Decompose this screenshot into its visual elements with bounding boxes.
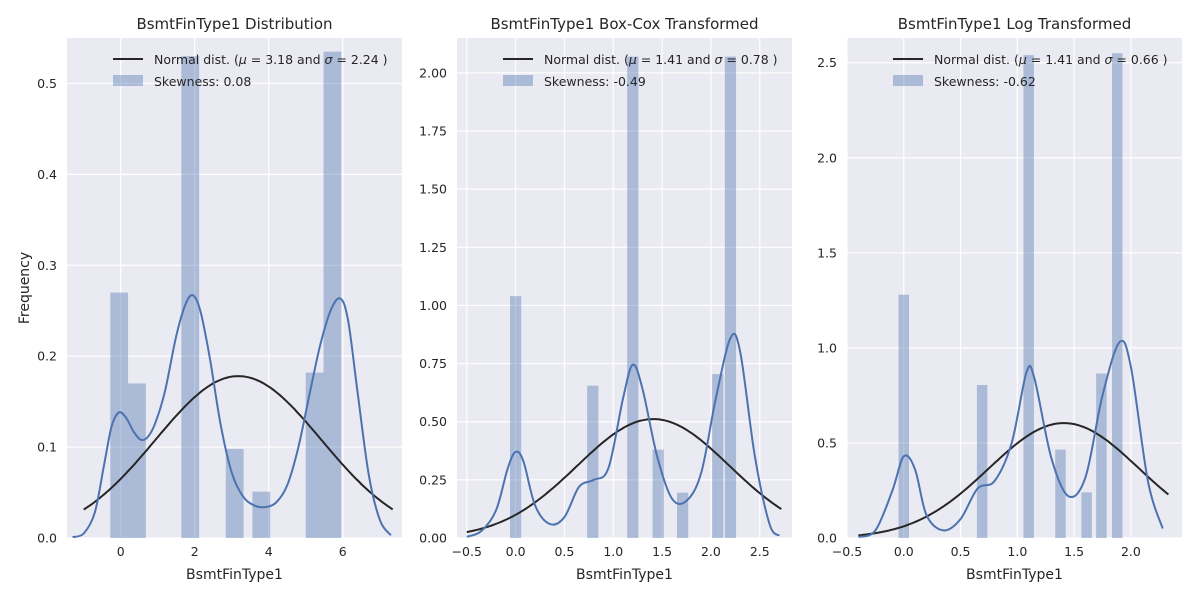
- y-tick-label: 0.00: [419, 531, 447, 546]
- x-tick-label: 4: [265, 544, 273, 559]
- y-tick-label: 0.5: [817, 435, 837, 450]
- chart-title: BsmtFinType1 Log Transformed: [898, 15, 1132, 33]
- y-tick-label: 0.3: [37, 258, 57, 273]
- x-axis-label: BsmtFinType1: [576, 567, 673, 583]
- plot-area: [67, 38, 402, 538]
- x-tick-label: 0.5: [951, 544, 971, 559]
- y-tick-label: 0.4: [37, 167, 57, 182]
- kde-line: [858, 339, 1164, 538]
- x-tick-label: 0.0: [506, 544, 526, 559]
- x-tick-label: 0.5: [554, 544, 574, 559]
- legend-bar-swatch: [113, 75, 143, 86]
- legend: Normal dist. (μ = 1.41 and σ = 0.78 ) Ske…: [503, 52, 778, 89]
- y-tick-label: 0.50: [419, 414, 447, 429]
- y-tick-label: 0.0: [817, 531, 837, 546]
- y-tick-label: 1.0: [817, 340, 837, 355]
- y-tick-label: 0.2: [37, 349, 57, 364]
- x-tick-label: 1.5: [652, 544, 672, 559]
- kde-line: [72, 294, 392, 539]
- y-tick-label: 1.50: [419, 182, 447, 197]
- histogram-bar: [110, 292, 129, 538]
- histogram-bar: [976, 384, 988, 538]
- y-tick-label: 1.25: [419, 240, 447, 255]
- legend: Normal dist. (μ = 1.41 and σ = 0.66 ) Ske…: [893, 52, 1168, 89]
- x-tick-label: 1.5: [1064, 544, 1084, 559]
- y-tick-label: 0.25: [419, 472, 447, 487]
- x-tick-label: 1.0: [603, 544, 623, 559]
- legend-entry-skewness: Skewness: 0.08: [154, 74, 251, 89]
- legend-entry-normal: Normal dist. (μ = 1.41 and σ = 0.66 ): [934, 52, 1168, 67]
- histogram-bar: [1096, 373, 1107, 538]
- kde-line: [466, 332, 781, 538]
- chart-title: BsmtFinType1 Box-Cox Transformed: [490, 15, 758, 33]
- histogram-bar: [509, 296, 522, 538]
- histogram-bar: [587, 385, 599, 538]
- y-tick-label: 2.5: [817, 55, 837, 70]
- subplot-3: −0.5 0.0 0.5 1.0 1.5 2.00.00.51.01.52.02.5Bsm…: [817, 15, 1182, 583]
- histogram-bar: [1112, 53, 1123, 538]
- normal-fit-line: [466, 418, 782, 534]
- histogram-bar: [676, 492, 689, 538]
- y-axis-label: Frequency: [17, 252, 33, 324]
- histogram-bar: [252, 491, 271, 538]
- legend-bar-swatch: [503, 75, 533, 86]
- histogram-bar: [627, 56, 639, 539]
- histogram-bar: [724, 56, 737, 539]
- y-tick-label: 1.75: [419, 124, 447, 139]
- x-axis-label: BsmtFinType1: [966, 567, 1063, 583]
- x-tick-label: 0.0: [894, 544, 914, 559]
- normal-fit-line: [83, 375, 394, 511]
- y-tick-label: 0.75: [419, 356, 447, 371]
- histogram-bar: [1023, 55, 1034, 539]
- x-tick-label: 2.0: [701, 544, 721, 559]
- chart-title: BsmtFinType1 Distribution: [136, 15, 332, 33]
- y-tick-label: 0.5: [37, 76, 57, 91]
- histogram-bar: [898, 294, 910, 538]
- plot-area: [847, 38, 1182, 538]
- x-tick-label: −0.5: [832, 544, 862, 559]
- y-tick-label: 1.5: [817, 245, 837, 260]
- x-tick-label: 2: [191, 544, 199, 559]
- x-tick-label: −0.5: [452, 544, 482, 559]
- legend-entry-skewness: Skewness: -0.62: [934, 74, 1036, 89]
- histogram-bar: [225, 448, 244, 538]
- histogram-bar: [652, 449, 664, 538]
- legend-bar-swatch: [893, 75, 923, 86]
- y-tick-label: 1.00: [419, 298, 447, 313]
- y-tick-label: 0.0: [37, 531, 57, 546]
- x-tick-label: 2.0: [1121, 544, 1141, 559]
- histogram-bar: [305, 372, 324, 538]
- x-axis-label: BsmtFinType1: [186, 567, 283, 583]
- subplot-1: 0 2 4 6 0.0 0.1 0.2 0.3 0.4 0.5 BsmtFinType1 Distr…: [17, 15, 402, 583]
- subplot-2: −0.5 0.0 0.5 1.0 1.5 2.0 2.5 0.00 0.25 0.50 0.75 1.…: [419, 15, 792, 583]
- x-tick-label: 6: [339, 544, 347, 559]
- x-tick-label: 2.5: [750, 544, 770, 559]
- legend-entry-skewness: Skewness: -0.49: [544, 74, 646, 89]
- legend-entry-normal: Normal dist. (μ = 3.18 and σ = 2.24 ): [154, 52, 388, 67]
- plot-area: [457, 38, 792, 538]
- x-tick-label: 1.0: [1007, 544, 1027, 559]
- y-tick-label: 2.0: [817, 150, 837, 165]
- legend: Normal dist. (μ = 3.18 and σ = 2.24 ) Ske…: [113, 52, 388, 89]
- y-tick-label: 0.1: [37, 440, 57, 455]
- y-tick-label: 2.00: [419, 65, 447, 80]
- normal-fit-line: [858, 422, 1170, 537]
- histogram-bar: [323, 51, 342, 539]
- x-tick-label: 0: [117, 544, 125, 559]
- histogram-bar: [1055, 449, 1066, 538]
- histogram-bar: [1081, 492, 1092, 538]
- legend-entry-normal: Normal dist. (μ = 1.41 and σ = 0.78 ): [544, 52, 778, 67]
